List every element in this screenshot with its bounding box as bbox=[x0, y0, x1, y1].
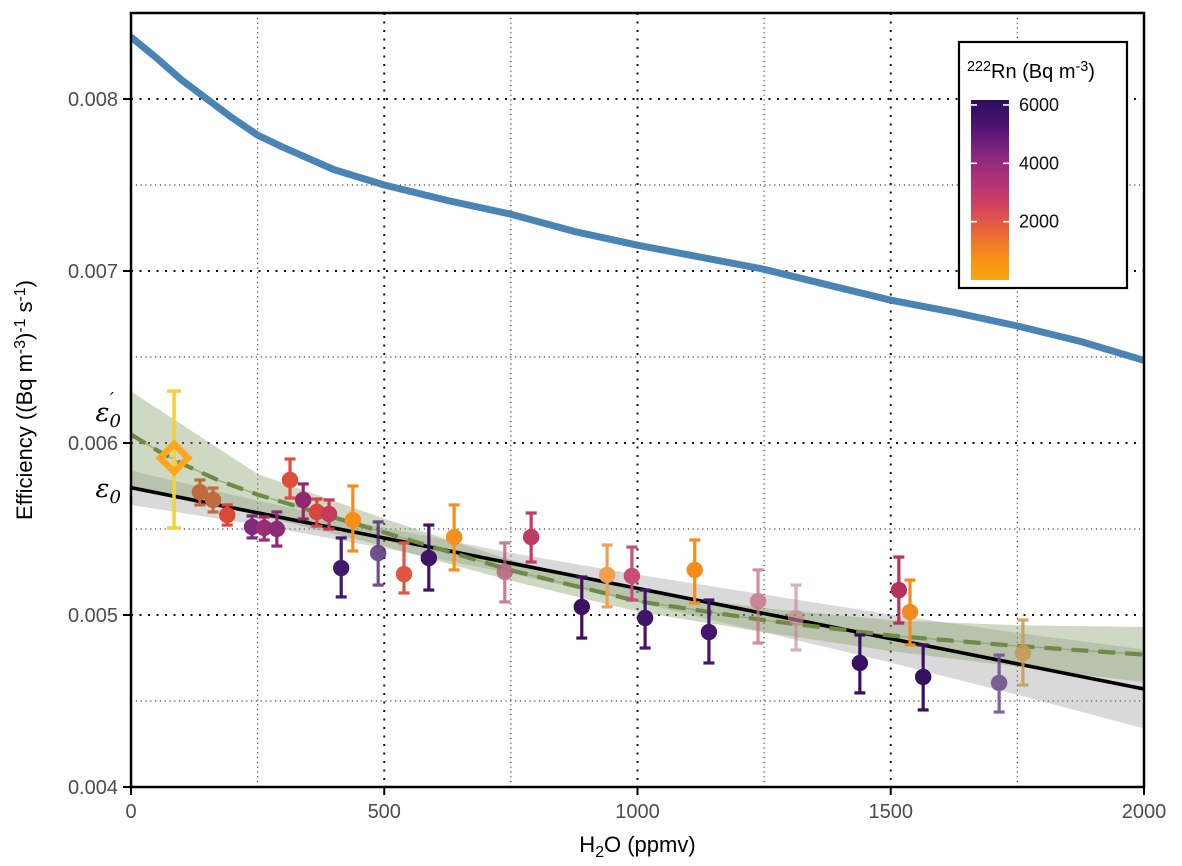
x-tick-label: 1000 bbox=[615, 801, 660, 823]
data-point bbox=[445, 503, 463, 572]
data-point bbox=[496, 541, 513, 604]
y-tick-label: 0.008 bbox=[68, 89, 118, 111]
confidence-band-linear-fit bbox=[131, 470, 1144, 729]
data-point bbox=[204, 486, 222, 514]
data-point bbox=[295, 482, 312, 521]
data-point bbox=[990, 653, 1008, 714]
x-tick-label: 500 bbox=[368, 801, 401, 823]
legend-title: 222Rn (Bq m-3) bbox=[967, 59, 1095, 83]
blue-model-curve bbox=[131, 33, 1144, 364]
data-point bbox=[268, 510, 286, 548]
x-axis-title: H2O (ppmv) bbox=[579, 832, 695, 861]
data-point bbox=[914, 643, 932, 712]
y-tick-label: 0.005 bbox=[68, 605, 118, 627]
y-tick-label: 0.006 bbox=[68, 433, 118, 455]
y-tick-label: 0.007 bbox=[68, 261, 118, 283]
y-axis-title: Efficiency ((Bq m-3)-1 s-1) bbox=[12, 280, 37, 520]
data-point bbox=[243, 514, 261, 540]
scatter-points bbox=[191, 457, 1032, 714]
data-point bbox=[598, 543, 616, 609]
calibration-diamond-marker bbox=[155, 439, 193, 477]
data-point bbox=[320, 498, 338, 531]
y-tick-label: 0.004 bbox=[68, 777, 118, 799]
data-point bbox=[686, 538, 703, 605]
data-point bbox=[623, 545, 641, 602]
plot-layers bbox=[131, 33, 1144, 729]
data-point bbox=[787, 583, 805, 652]
data-point bbox=[700, 598, 718, 665]
data-point bbox=[308, 497, 326, 528]
data-point bbox=[901, 578, 919, 647]
data-point bbox=[522, 511, 540, 564]
confidence-band-dashed-fit bbox=[131, 391, 1144, 683]
data-point bbox=[395, 541, 413, 595]
data-point bbox=[191, 478, 209, 507]
data-point bbox=[281, 457, 299, 500]
data-point bbox=[636, 588, 654, 650]
legend-tick-label: 2000 bbox=[1019, 212, 1059, 232]
data-point bbox=[219, 503, 236, 527]
data-point bbox=[256, 515, 273, 542]
legend: 222Rn (Bq m-3) 6000 4000 2000 bbox=[957, 40, 1129, 290]
data-point bbox=[420, 523, 438, 592]
legend-colorbar bbox=[971, 100, 1009, 280]
epsilon-annotation: ε0 bbox=[96, 474, 121, 508]
data-point bbox=[851, 633, 869, 695]
data-point bbox=[344, 484, 362, 553]
axes: 0 500 1000 1500 2000 0.004 0.005 0.006 0.007 0.00… bbox=[12, 89, 1166, 861]
x-tick-label: 0 bbox=[125, 801, 136, 823]
calibration-errorbar bbox=[167, 389, 182, 530]
legend-tick-label: 6000 bbox=[1019, 95, 1059, 115]
x-tick-label: 2000 bbox=[1122, 801, 1167, 823]
data-point bbox=[369, 520, 387, 587]
data-point bbox=[573, 575, 590, 640]
epsilon-annotation: ε0′ bbox=[96, 389, 121, 432]
linear-fit-line bbox=[131, 485, 1144, 691]
legend-tick-label: 4000 bbox=[1019, 153, 1059, 173]
data-point bbox=[1014, 618, 1032, 687]
data-point bbox=[332, 536, 350, 599]
data-point bbox=[749, 568, 767, 645]
data-point bbox=[890, 555, 908, 625]
x-tick-label: 1500 bbox=[869, 801, 914, 823]
